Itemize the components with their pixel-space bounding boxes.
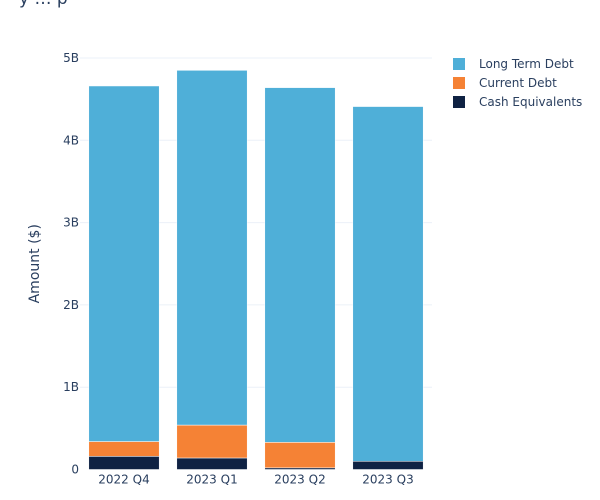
bar-current-debt[interactable]: [264, 442, 336, 469]
legend-swatch: [453, 58, 465, 70]
x-tick-label: 2023 Q1: [186, 473, 237, 487]
y-tick-label: 4B: [63, 133, 79, 147]
x-tick-label: 2023 Q2: [274, 473, 325, 487]
x-tick-label: 2023 Q3: [362, 473, 413, 487]
legend: Long Term Debt Current Debt Cash Equivalen…: [453, 57, 582, 109]
bar-long-term-debt[interactable]: [88, 85, 160, 442]
y-tick-label: 0: [71, 463, 79, 477]
bar-cash-equivalents[interactable]: [176, 457, 248, 470]
bar-cash-equivalents[interactable]: [88, 456, 160, 470]
chart-title: y … p: [19, 0, 68, 9]
bar-cash-equivalents[interactable]: [352, 461, 424, 470]
bar-long-term-debt[interactable]: [264, 87, 336, 443]
legend-label: Long Term Debt: [479, 57, 574, 71]
bar-current-debt[interactable]: [176, 424, 248, 459]
y-tick-label: 5B: [63, 51, 79, 65]
x-tick-label: 2022 Q4: [98, 473, 149, 487]
legend-label: Current Debt: [479, 76, 557, 90]
bars: [88, 70, 424, 470]
y-axis-ticks: 0 1B 2B 3B 4B 5B: [63, 51, 79, 477]
bar-long-term-debt[interactable]: [176, 70, 248, 426]
y-tick-label: 3B: [63, 216, 79, 230]
y-tick-label: 2B: [63, 298, 79, 312]
y-axis-title: Amount ($): [27, 224, 43, 303]
bar-long-term-debt[interactable]: [352, 106, 424, 462]
y-tick-label: 1B: [63, 380, 79, 394]
legend-swatch: [453, 96, 465, 108]
bar-current-debt[interactable]: [88, 441, 160, 457]
legend-label: Cash Equivalents: [479, 95, 582, 109]
x-axis-ticks: 2022 Q4 2023 Q1 2023 Q2 2023 Q3: [98, 473, 413, 487]
legend-swatch: [453, 77, 465, 89]
